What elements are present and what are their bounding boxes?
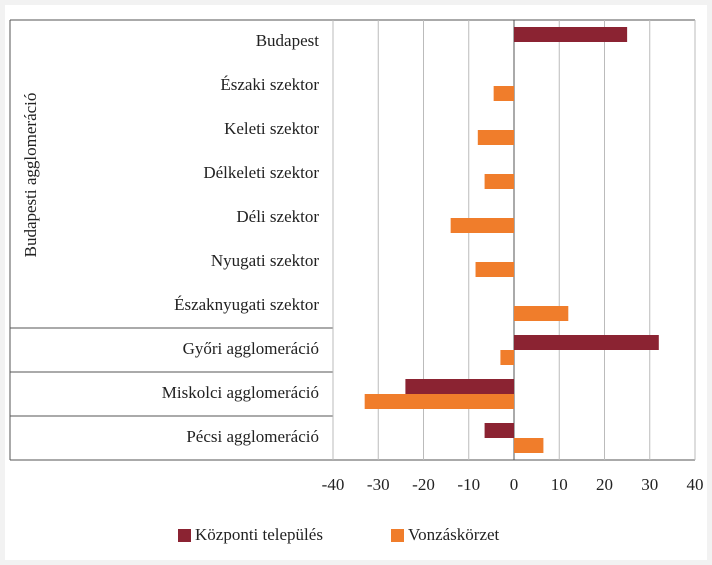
- x-tick-label: 40: [687, 475, 704, 494]
- legend-label: Vonzáskörzet: [408, 525, 500, 544]
- bar: [484, 423, 514, 438]
- y-tick-label: Győri agglomeráció: [183, 339, 319, 358]
- x-tick-label: 0: [510, 475, 519, 494]
- y-tick-label: Budapest: [256, 31, 320, 50]
- y-tick-label: Északnyugati szektor: [174, 295, 319, 314]
- x-tick-label: -10: [457, 475, 480, 494]
- y-tick-label: Keleti szektor: [224, 119, 319, 138]
- y-tick-label: Pécsi agglomeráció: [186, 427, 319, 446]
- bar: [450, 218, 514, 233]
- bar: [477, 130, 514, 145]
- group-label: Budapesti agglomeráció: [21, 93, 40, 258]
- bar: [493, 86, 514, 101]
- bar: [514, 438, 544, 453]
- y-tick-label: Miskolci agglomeráció: [162, 383, 319, 402]
- y-tick-label: Északi szektor: [220, 75, 319, 94]
- bar: [364, 394, 514, 409]
- bar: [514, 27, 628, 42]
- bar: [514, 306, 569, 321]
- bar: [405, 379, 514, 394]
- x-tick-label: -30: [367, 475, 390, 494]
- x-tick-label: 20: [596, 475, 613, 494]
- legend-swatch: [178, 529, 191, 542]
- x-tick-label: -20: [412, 475, 435, 494]
- bar: [514, 335, 659, 350]
- y-tick-label: Nyugati szektor: [211, 251, 319, 270]
- legend-label: Központi település: [195, 525, 323, 544]
- bar: [500, 350, 514, 365]
- legend-swatch: [391, 529, 404, 542]
- bar: [475, 262, 514, 277]
- bar: [484, 174, 514, 189]
- y-tick-label: Délkeleti szektor: [203, 163, 319, 182]
- x-tick-label: 10: [551, 475, 568, 494]
- x-tick-label: 30: [641, 475, 658, 494]
- x-tick-label: -40: [322, 475, 345, 494]
- panel: [5, 5, 707, 560]
- y-tick-label: Déli szektor: [236, 207, 319, 226]
